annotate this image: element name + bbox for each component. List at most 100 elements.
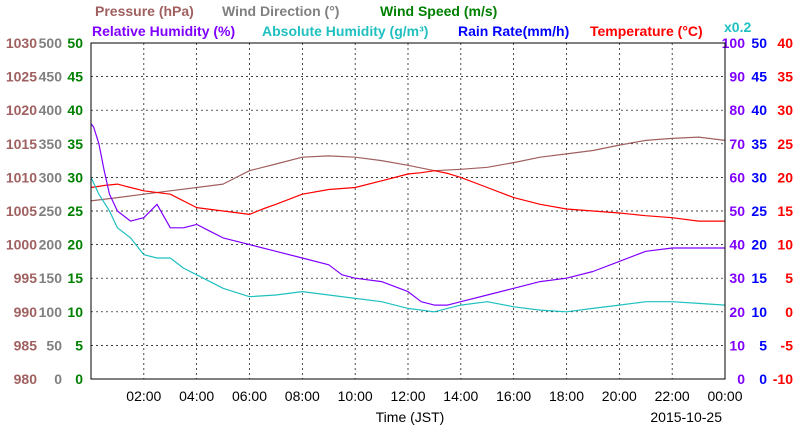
y-tick-label: 980 (14, 371, 38, 387)
x-tick-label: 06:00 (232, 388, 267, 404)
y-tick-label: 50 (46, 337, 62, 353)
y-tick-label: 200 (39, 237, 63, 253)
y-tick-label: 35 (777, 69, 793, 85)
y-tick-label: 35 (67, 136, 83, 152)
y-tick-label: 5 (75, 337, 83, 353)
x-tick-label: 16:00 (496, 388, 531, 404)
y-tick-label: 0 (737, 371, 745, 387)
y-tick-label: 990 (14, 304, 38, 320)
y-tick-label: 50 (751, 35, 767, 51)
y-tick-label: 50 (729, 203, 745, 219)
grid (91, 43, 725, 379)
y-tick-label: 500 (39, 35, 63, 51)
y-tick-label: 1020 (6, 102, 37, 118)
plot-frame (90, 42, 726, 380)
series-line (90, 177, 726, 313)
legend-rain-rate: Rain Rate(mm/h) (458, 23, 569, 39)
y-axis-ticks: 9809859909951000100510101015102010251030… (6, 35, 793, 387)
y-tick-label: -10 (773, 371, 793, 387)
legend-absolute-humidity: Absolute Humidity (g/m³) (262, 23, 428, 39)
x-tick-label: 20:00 (602, 388, 637, 404)
y-tick-label: 985 (14, 337, 38, 353)
legend-pressure: Pressure (hPa) (95, 3, 194, 19)
y-tick-label: 20 (751, 237, 767, 253)
y-tick-label: 1000 (6, 237, 37, 253)
x-tick-label: 14:00 (443, 388, 478, 404)
y-tick-label: 50 (67, 35, 83, 51)
y-tick-label: 30 (67, 169, 83, 185)
x-tick-label: 08:00 (285, 388, 320, 404)
y-tick-label: 20 (729, 304, 745, 320)
header-row-2: Relative Humidity (%) Absolute Humidity … (92, 19, 751, 39)
y-tick-label: -5 (781, 337, 794, 353)
y-tick-label: 1030 (6, 35, 37, 51)
x-tick-label: 04:00 (179, 388, 214, 404)
y-tick-label: 25 (751, 203, 767, 219)
y-tick-label: 100 (722, 35, 746, 51)
y-tick-label: 400 (39, 102, 63, 118)
y-tick-label: 450 (39, 69, 63, 85)
y-tick-label: 5 (785, 270, 793, 286)
y-tick-label: 300 (39, 169, 63, 185)
y-tick-label: 0 (54, 371, 62, 387)
x-tick-label: 12:00 (390, 388, 425, 404)
y-tick-label: 10 (67, 304, 83, 320)
y-tick-label: 150 (39, 270, 63, 286)
y-tick-label: 45 (751, 69, 767, 85)
y-tick-label: 45 (67, 69, 83, 85)
y-tick-label: 0 (785, 304, 793, 320)
legend-wind-direction: Wind Direction (°) (222, 3, 339, 19)
y-tick-label: 20 (67, 237, 83, 253)
y-tick-label: 40 (777, 35, 793, 51)
y-tick-label: 250 (39, 203, 63, 219)
y-tick-label: 350 (39, 136, 63, 152)
y-tick-label: 15 (67, 270, 83, 286)
x-tick-label: 18:00 (549, 388, 584, 404)
x-tick-label: 00:00 (707, 388, 742, 404)
y-tick-label: 0 (759, 371, 767, 387)
series-line (90, 123, 725, 306)
date-label: 2015-10-25 (650, 409, 722, 425)
y-tick-label: 70 (729, 136, 745, 152)
y-tick-label: 20 (777, 169, 793, 185)
y-tick-label: 25 (67, 203, 83, 219)
y-tick-label: 1010 (6, 169, 37, 185)
legend-wind-speed: Wind Speed (m/s) (380, 3, 497, 19)
y-tick-label: 5 (759, 337, 767, 353)
series-lines (90, 123, 726, 313)
y-tick-label: 15 (777, 203, 793, 219)
y-tick-label: 1005 (6, 203, 37, 219)
legend-temperature: Temperature (°C) (590, 23, 703, 39)
series-line (90, 136, 726, 202)
series-line (90, 170, 725, 222)
y-tick-label: 995 (14, 270, 38, 286)
legend-scale-factor: x0.2 (724, 19, 751, 35)
y-tick-label: 15 (751, 270, 767, 286)
y-tick-label: 100 (39, 304, 63, 320)
y-tick-label: 10 (729, 337, 745, 353)
y-tick-label: 1015 (6, 136, 37, 152)
y-tick-label: 90 (729, 69, 745, 85)
y-tick-label: 40 (751, 102, 767, 118)
y-tick-label: 30 (729, 270, 745, 286)
x-tick-label: 10:00 (338, 388, 373, 404)
y-tick-label: 10 (751, 304, 767, 320)
y-tick-label: 40 (729, 237, 745, 253)
y-tick-label: 25 (777, 136, 793, 152)
y-tick-label: 60 (729, 169, 745, 185)
y-tick-label: 80 (729, 102, 745, 118)
x-tick-label: 02:00 (126, 388, 161, 404)
y-tick-label: 1025 (6, 69, 37, 85)
header-row-1: Pressure (hPa) Wind Direction (°) Wind S… (95, 3, 497, 19)
legend-relative-humidity: Relative Humidity (%) (92, 23, 235, 39)
y-tick-label: 35 (751, 136, 767, 152)
x-axis-label: Time (JST) (376, 409, 445, 425)
y-tick-label: 30 (777, 102, 793, 118)
y-tick-label: 0 (75, 371, 83, 387)
y-tick-label: 40 (67, 102, 83, 118)
x-tick-label: 22:00 (655, 388, 690, 404)
x-axis-ticks: 02:00 04:00 06:00 08:00 10:00 12:00 14:00 16:00… (126, 388, 742, 404)
y-tick-label: 30 (751, 169, 767, 185)
y-tick-label: 10 (777, 237, 793, 253)
